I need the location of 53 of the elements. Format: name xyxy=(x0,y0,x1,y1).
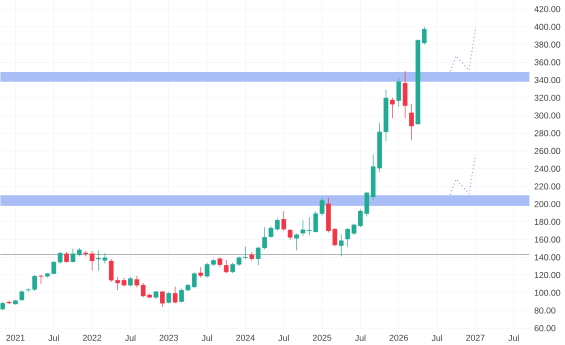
y-tick-label: 100.00 xyxy=(534,289,560,296)
x-tick-label: 2022 xyxy=(82,334,102,341)
y-tick-label: 80.00 xyxy=(534,307,556,314)
y-tick-label: 120.00 xyxy=(534,272,560,278)
y-tick-label: 200.00 xyxy=(534,200,560,207)
candlestick xyxy=(294,232,299,250)
y-tick-label: 360.00 xyxy=(534,59,560,66)
y-tick-label: 60.00 xyxy=(534,324,556,332)
y-tick-label: 220.00 xyxy=(534,183,560,190)
x-tick-label: Jul xyxy=(432,334,442,341)
y-tick-label: 420.00 xyxy=(534,6,560,12)
candlestick xyxy=(128,276,133,287)
candlestick xyxy=(38,274,44,284)
x-tick-label: 2023 xyxy=(160,334,178,341)
candlestick xyxy=(390,97,395,118)
x-tick-label: Jul xyxy=(48,334,59,341)
x-tick-label: Jul xyxy=(508,334,519,341)
candlestick xyxy=(198,266,204,278)
candlestick xyxy=(288,228,292,240)
x-tick-label: Jul xyxy=(202,334,212,341)
x-tick-label: Jul xyxy=(355,334,366,341)
candlestick xyxy=(166,291,172,304)
candlestick xyxy=(402,70,408,118)
candlestick xyxy=(224,259,229,274)
x-tick-label: Jul xyxy=(125,334,136,341)
y-tick-label: 140.00 xyxy=(534,254,560,260)
x-tick-label: 2025 xyxy=(312,334,332,341)
y-tick-label: 320.00 xyxy=(534,94,560,101)
candlestick xyxy=(160,290,165,308)
y-tick-label: 180.00 xyxy=(534,218,560,225)
y-tick-label: 340.00 xyxy=(534,76,560,83)
y-tick-label: 380.00 xyxy=(534,41,560,48)
candlestick xyxy=(396,78,402,107)
x-tick-label: 2027 xyxy=(466,334,485,341)
candlestick xyxy=(281,210,286,231)
line-series xyxy=(450,154,476,195)
line-series xyxy=(450,28,476,72)
x-tick-label: 2026 xyxy=(390,334,408,341)
y-tick-label: 260.00 xyxy=(534,148,560,154)
x-tick-label: 2021 xyxy=(6,334,25,341)
candlestick xyxy=(338,234,344,257)
x-tick-label: 2024 xyxy=(236,334,255,341)
y-tick-label: 280.00 xyxy=(534,130,560,136)
y-tick-label: 400.00 xyxy=(534,24,560,30)
y-tick-label: 300.00 xyxy=(534,112,560,118)
candlestick xyxy=(32,274,37,292)
y-tick-label: 160.00 xyxy=(534,236,560,242)
y-tick-label: 240.00 xyxy=(534,165,560,172)
candlestick xyxy=(172,286,178,304)
x-tick-label: Jul xyxy=(278,334,289,341)
candlestick xyxy=(409,103,414,140)
candlestick xyxy=(218,256,222,268)
candlestick xyxy=(64,251,69,263)
